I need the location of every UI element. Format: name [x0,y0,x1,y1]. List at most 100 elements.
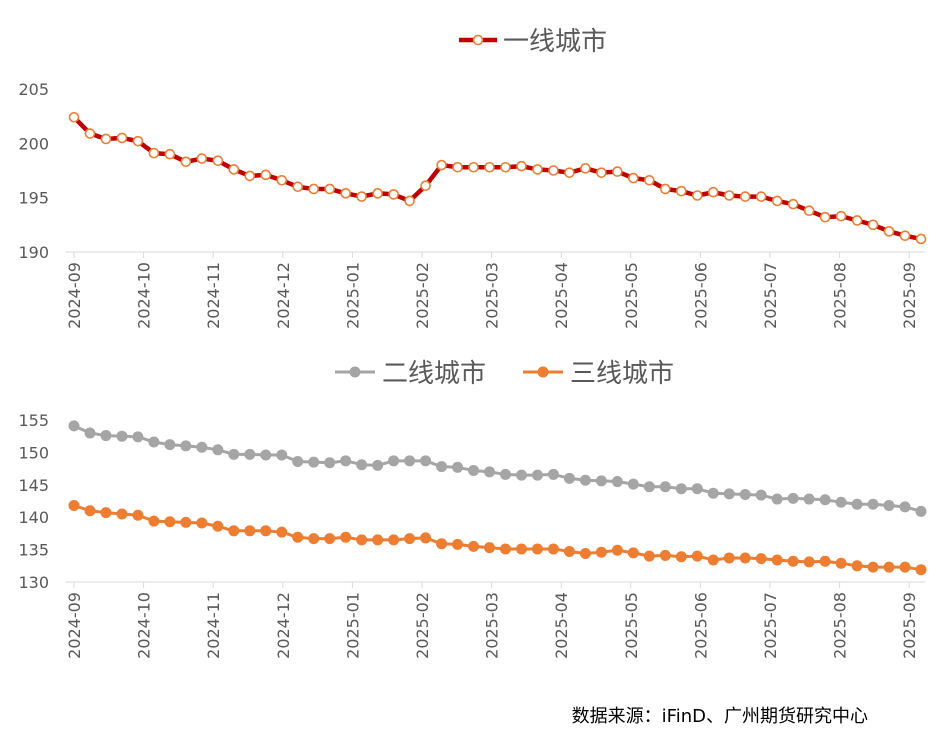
data-point [132,135,144,147]
data-point [244,170,256,182]
data-point [659,549,671,561]
data-point [196,153,208,164]
x-tick-label: 2025-01 [343,262,362,329]
data-point [627,478,639,490]
data-point [228,164,240,175]
data-point [420,455,432,467]
data-point [595,475,607,487]
data-point [84,505,96,517]
data-point [787,198,799,210]
x-tick-label: 2025-04 [552,262,571,329]
data-point [499,543,511,555]
x-tick-label: 2024-10 [135,592,154,659]
y-tick-label: 150 [18,443,49,462]
data-point [452,538,464,550]
data-point [580,163,591,174]
data-point [835,557,847,569]
data-point [436,159,447,171]
x-tick-label: 2025-09 [900,262,919,329]
legend-marker [472,34,484,46]
data-point [260,449,272,461]
data-point [612,166,623,177]
data-point [196,441,208,453]
legend-marker [537,366,549,378]
data-point [883,561,895,573]
data-point [771,195,783,207]
data-point [356,191,367,202]
x-tick-label: 2024-11 [204,592,223,659]
data-point [420,532,432,544]
data-point [180,516,192,528]
data-point [547,468,559,480]
data-point [388,455,400,467]
data-point [563,546,575,558]
data-point [564,167,575,178]
data-point [595,546,607,558]
x-tick-label: 2025-02 [413,592,432,659]
data-point [691,190,703,201]
data-point [659,481,671,493]
y-tick-label: 145 [18,476,49,495]
chart-tier2-tier3: 130 135 140 145 150 155 2024-09 2024-10 2024-11 2… [18,359,927,659]
data-point [148,515,160,527]
data-point [723,488,735,500]
data-point [803,556,815,568]
data-point [100,133,112,145]
x-tick-label: 2025-06 [691,262,710,329]
data-point [484,542,496,554]
data-point [180,156,192,168]
data-point [707,487,719,499]
data-point [244,448,256,460]
data-point [739,191,751,202]
data-point [771,493,783,505]
x-tick-label: 2025-03 [483,592,502,659]
x-tick-label: 2024-10 [135,262,154,329]
data-point [420,180,431,192]
data-point [579,474,591,486]
data-point [500,161,511,173]
data-point [196,517,208,529]
data-point [244,525,256,537]
x-tick-label: 2025-07 [761,592,780,659]
data-point [356,459,368,471]
data-point [771,554,783,566]
data-point [851,215,863,226]
data-point [548,165,559,176]
data-point [787,555,799,567]
data-point [899,561,911,573]
data-point [547,543,559,555]
data-point [515,469,527,481]
data-point [68,420,80,432]
data-point [340,531,352,543]
data-point [388,534,400,546]
data-point [308,456,320,468]
data-point [755,489,767,501]
x-tick-label: 2025-07 [761,262,780,329]
data-point [292,531,304,543]
data-point [755,191,767,202]
data-point [867,561,879,573]
data-point [212,155,224,167]
data-point [484,161,495,173]
data-point [803,493,815,505]
y-tick-label: 200 [18,134,49,153]
x-tick-label: 2025-05 [622,592,641,659]
data-point [596,167,607,178]
data-point [116,132,128,144]
data-point [675,483,687,495]
series-line [72,115,922,242]
data-point [755,553,767,565]
data-point [148,147,160,159]
x-tick-label: 2025-03 [483,262,502,329]
data-point [515,543,527,555]
legend-label: 二线城市 [382,359,486,389]
data-point [388,189,399,200]
data-point [739,552,751,564]
data-point [276,526,288,538]
data-point [68,111,80,123]
data-point [803,205,815,217]
x-tick-label: 2025-09 [900,592,919,659]
data-point [867,498,879,510]
legend-label: 一线城市 [503,27,607,57]
data-point [228,448,240,460]
